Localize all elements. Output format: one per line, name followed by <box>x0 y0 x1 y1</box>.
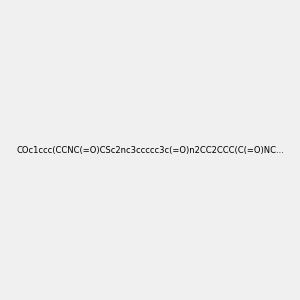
Text: COc1ccc(CCNC(=O)CSc2nc3ccccc3c(=O)n2CC2CCC(C(=O)NC...: COc1ccc(CCNC(=O)CSc2nc3ccccc3c(=O)n2CC2C… <box>16 146 284 154</box>
